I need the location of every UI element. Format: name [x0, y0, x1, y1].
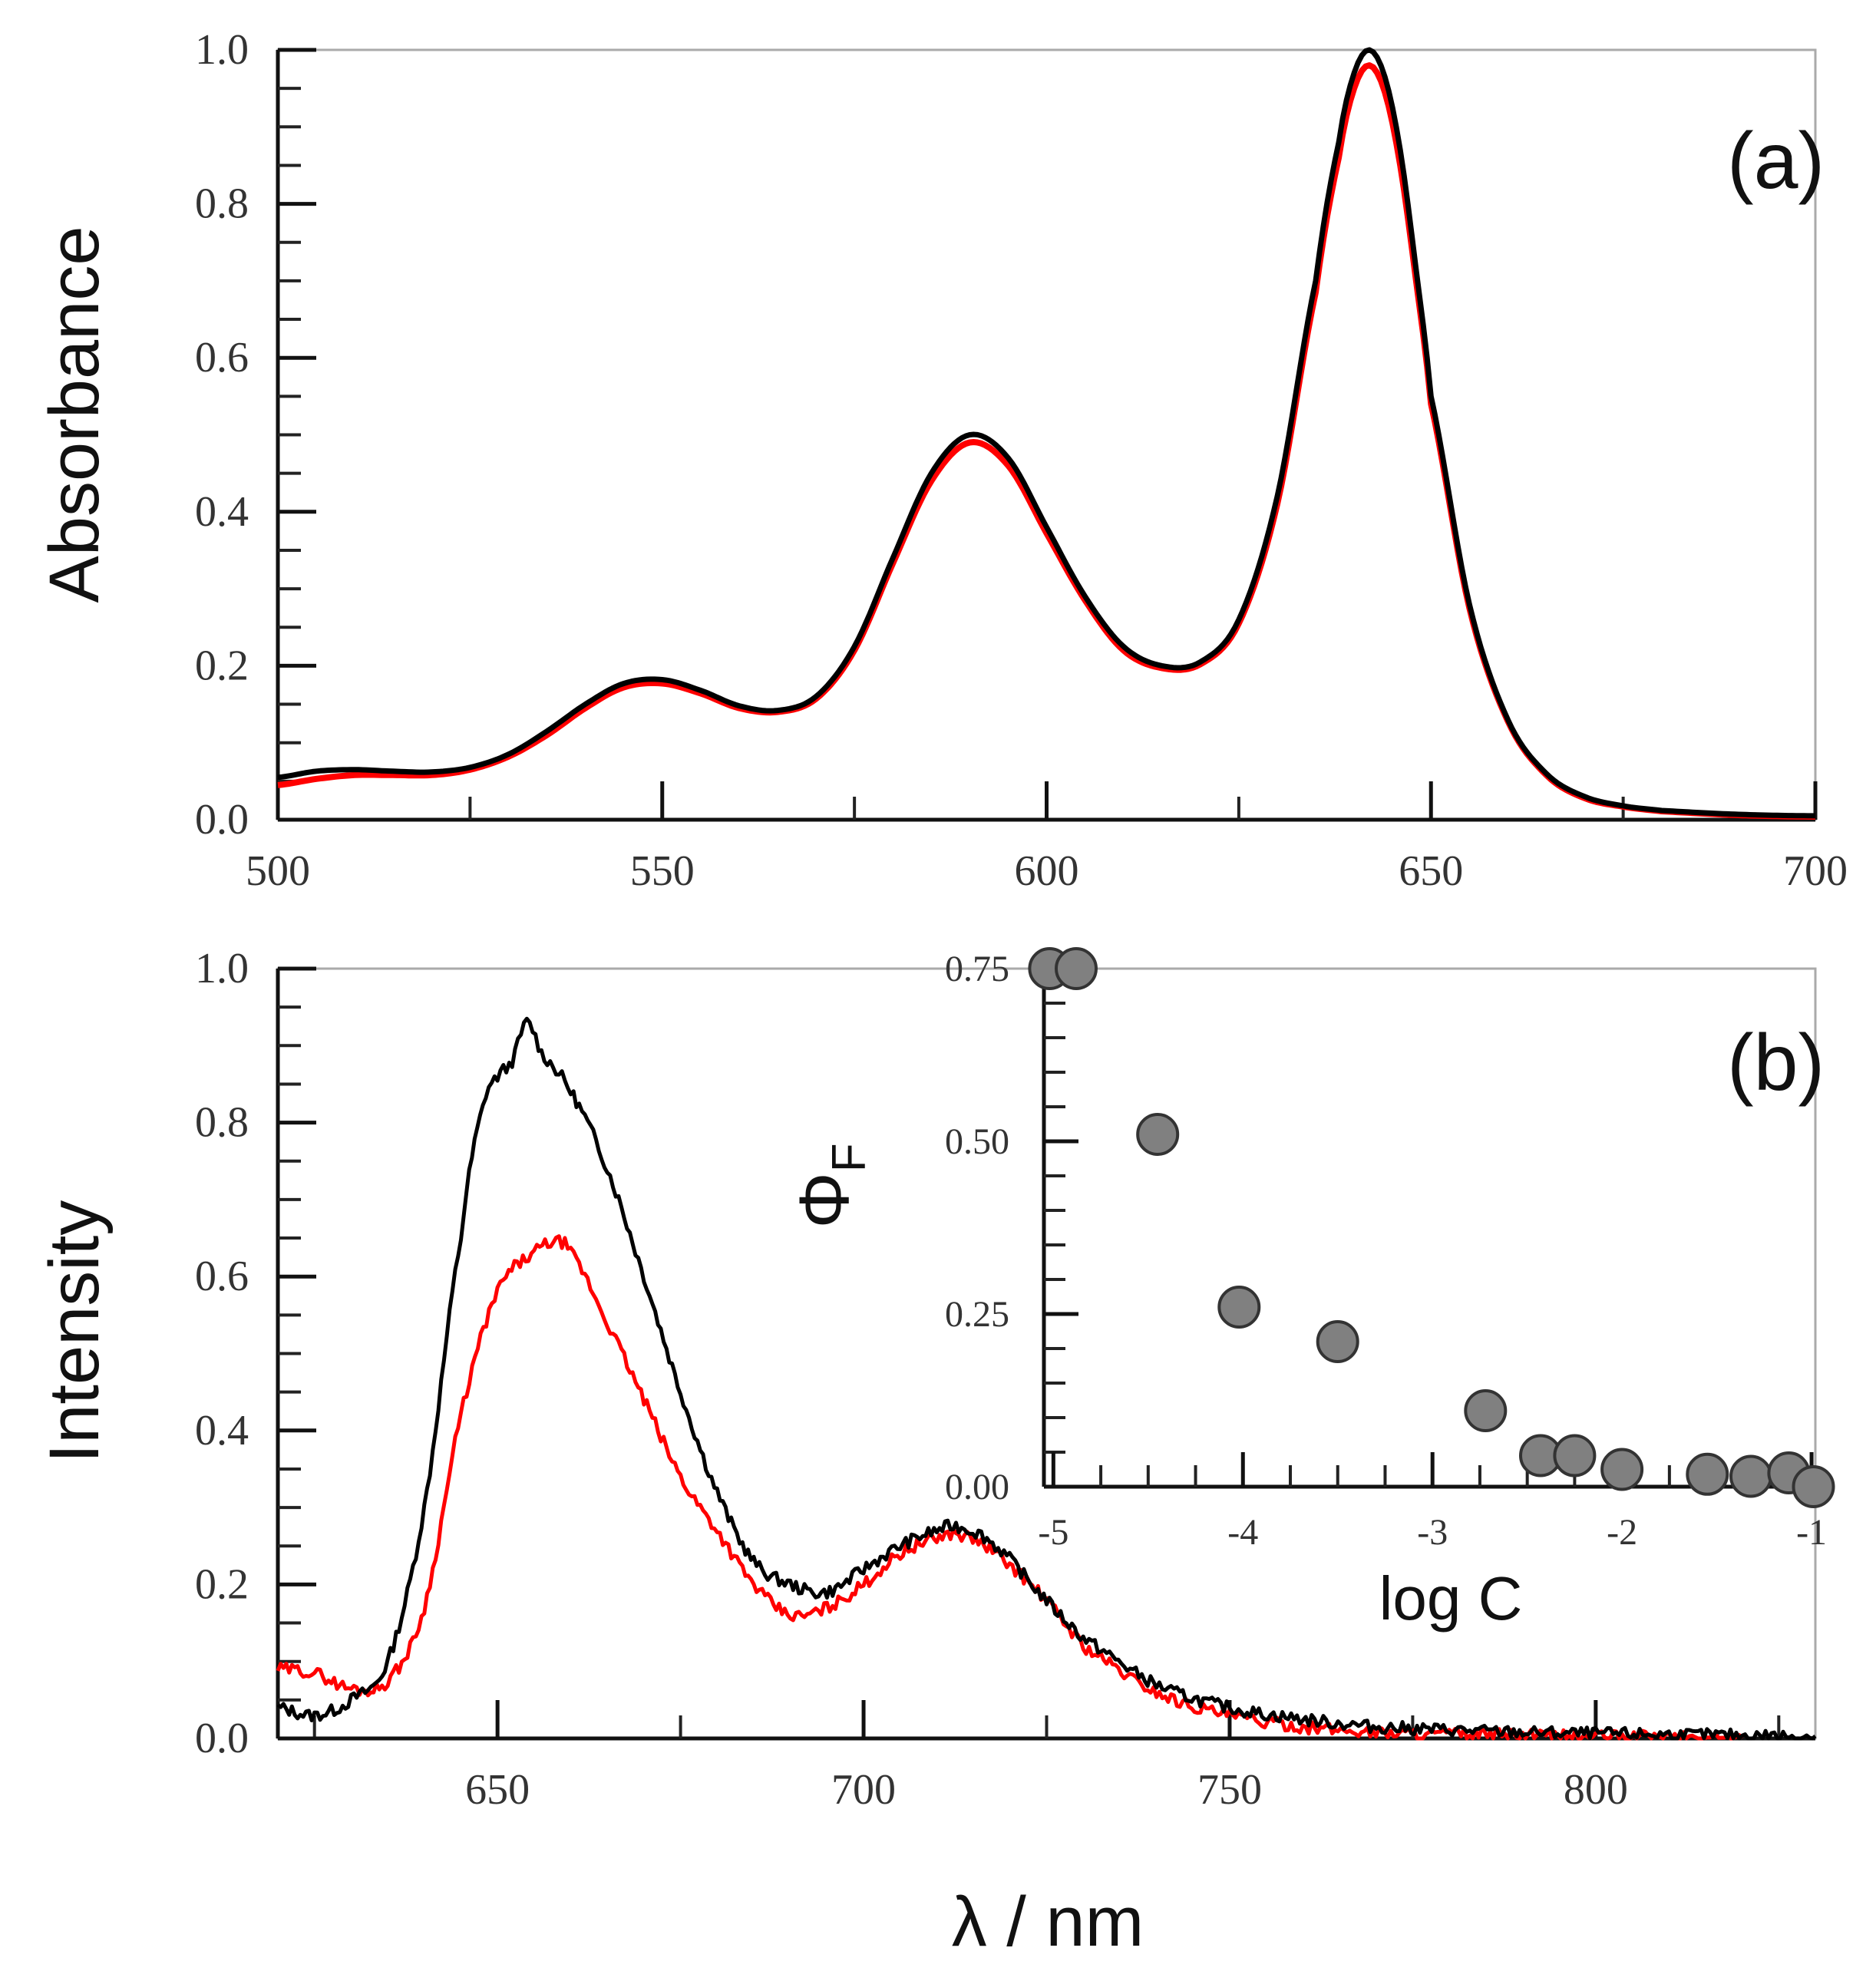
panel-a-ylabel: Absorbance [35, 226, 114, 603]
panel-a-y-tick-label: 0.8 [195, 180, 249, 228]
inset-ylabel: ΦF [785, 1143, 876, 1228]
inset-point [1136, 1113, 1180, 1156]
inset-point [1055, 947, 1098, 990]
panel-b-xlabel: λ / nm [952, 1883, 1144, 1961]
panel-b-y-tick-label: 0.2 [195, 1560, 249, 1608]
inset-ylabel-main: Φ [785, 1172, 864, 1228]
inset: 0.00 0.25 0.50 0.75 -5 -4 -3 -2 -1 ΦF log C [785, 947, 1835, 1633]
panel-a-x-tick-label: 550 [630, 847, 695, 895]
panel-a-y-tick-label: 0.0 [195, 796, 249, 844]
panel-b-y-tick-label: 1.0 [195, 945, 249, 992]
inset-y-tick-label: 0.50 [945, 1121, 1009, 1162]
panel-b-x-tick-label: 750 [1197, 1766, 1262, 1814]
panel-a-x-tick-label: 600 [1015, 847, 1079, 895]
inset-x-tick-label: -5 [1038, 1512, 1068, 1553]
inset-x-tick-label: -1 [1796, 1512, 1827, 1553]
inset-x-tick-label: -3 [1417, 1512, 1448, 1553]
panel-a-x-tick-label: 650 [1399, 847, 1463, 895]
panel-a-y-tick-label: 0.6 [195, 334, 249, 381]
inset-point [1686, 1452, 1729, 1496]
inset-point [1553, 1434, 1597, 1477]
panel-a-x-tick-label: 700 [1783, 847, 1848, 895]
panel-b-y-tick-label: 0.8 [195, 1099, 249, 1147]
panel-b-y-tick-label: 0.0 [195, 1715, 249, 1762]
inset-plot-area: 0.00 0.25 0.50 0.75 -5 -4 -3 -2 -1 [945, 947, 1835, 1553]
inset-point [1316, 1320, 1359, 1363]
inset-y-tick-label: 0.75 [945, 949, 1009, 989]
panel-b-label: (b) [1727, 1019, 1825, 1108]
inset-x-tick-label: -2 [1607, 1512, 1637, 1553]
panel-b-series-black [276, 1016, 1817, 1741]
panel-a-y-tick-label: 1.0 [195, 26, 249, 74]
inset-point [1217, 1286, 1261, 1329]
panel-a-y-tick-label: 0.2 [195, 642, 249, 689]
panel-b-plot-area: 0.0 0.2 0.4 0.6 0.8 1.0 650 700 750 800 [195, 945, 1817, 1814]
inset-point [1729, 1454, 1772, 1498]
panel-a-plot-area: 0.0 0.2 0.4 0.6 0.8 1.0 500 550 600 650 700 [195, 26, 1848, 895]
inset-ylabel-sub: F [823, 1143, 876, 1172]
panel-a-series-black [277, 47, 1816, 819]
inset-point [1792, 1465, 1835, 1508]
panel-b-x-tick-label: 700 [831, 1766, 896, 1814]
inset-x-tick-label: -4 [1227, 1512, 1258, 1553]
panel-a-x-tick-label: 500 [246, 847, 310, 895]
inset-xlabel: log C [1379, 1564, 1523, 1633]
panel-b-y-tick-label: 0.4 [195, 1407, 249, 1454]
panel-a-y-tick-label: 0.4 [195, 488, 249, 536]
panel-a: 0.0 0.2 0.4 0.6 0.8 1.0 500 550 600 650 700 Absorb… [35, 26, 1848, 895]
inset-point [1600, 1448, 1644, 1491]
inset-point [1464, 1389, 1508, 1432]
panel-b: 0.0 0.2 0.4 0.6 0.8 1.0 650 700 750 800 Intensity… [35, 945, 1825, 1961]
panel-b-ylabel: Intensity [35, 1200, 114, 1464]
inset-y-tick-label: 0.25 [945, 1294, 1009, 1335]
panel-b-x-tick-label: 800 [1564, 1766, 1628, 1814]
panel-b-x-tick-label: 650 [465, 1766, 530, 1814]
panel-a-label: (a) [1727, 117, 1825, 206]
inset-y-tick-label: 0.00 [945, 1467, 1009, 1507]
panel-b-y-tick-label: 0.6 [195, 1253, 249, 1300]
